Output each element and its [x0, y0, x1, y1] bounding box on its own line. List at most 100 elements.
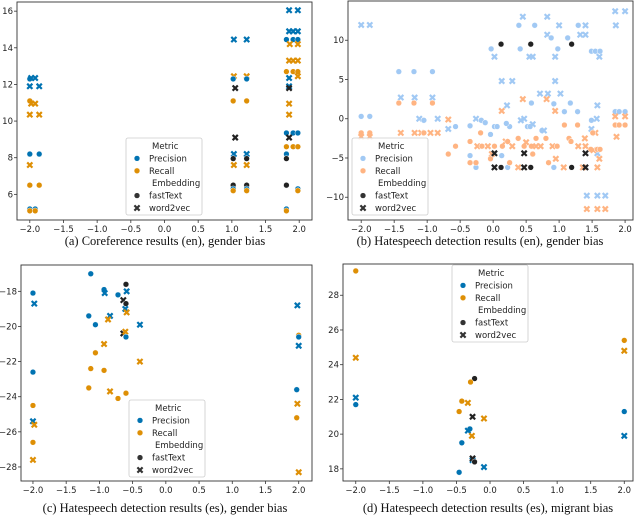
data-point-recall-fasttext	[29, 402, 37, 409]
data-point-recall-word2vec	[230, 161, 238, 169]
data-point-recall-fasttext	[429, 99, 436, 107]
y-tick-label: −22	[0, 358, 17, 368]
data-point-recall-fasttext	[230, 97, 237, 105]
data-point-unlabeled-fasttext	[497, 41, 505, 48]
legend-precision: Precision	[475, 281, 513, 291]
legend-box	[351, 137, 429, 216]
data-point-precision-fasttext	[452, 123, 459, 130]
legend-precision-marker	[359, 155, 367, 162]
data-point-recall-word2vec	[595, 155, 603, 163]
data-point-recall-word2vec	[352, 354, 360, 362]
data-point-precision-word2vec	[582, 21, 589, 29]
data-point-unlabeled-fasttext	[471, 375, 478, 382]
data-point-precision-word2vec	[620, 432, 628, 440]
data-point-precision-fasttext	[588, 117, 595, 124]
data-point-precision-fasttext	[243, 75, 250, 83]
data-point-recall-word2vec	[543, 95, 550, 103]
data-point-recall-fasttext	[466, 138, 474, 145]
data-point-recall-word2vec	[123, 309, 131, 316]
y-tick-label: −24	[0, 393, 17, 403]
x-tick-label: −1.5	[53, 225, 74, 235]
data-point-precision-word2vec	[508, 77, 516, 85]
data-point-recall-fasttext	[87, 365, 94, 372]
data-point-recall-fasttext	[506, 159, 513, 166]
data-point-recall-fasttext	[545, 159, 552, 166]
legend-word2vec: word2vec	[375, 204, 417, 214]
data-point-recall-fasttext	[36, 182, 43, 189]
data-point-precision-fasttext	[554, 45, 561, 53]
legend-recall: Recall	[375, 167, 400, 177]
data-point-unlabeled-fasttext	[122, 300, 130, 307]
data-point-recall-word2vec	[397, 129, 405, 137]
data-point-recall-fasttext	[615, 121, 623, 129]
legend-embedding-title: Embedding	[478, 306, 526, 316]
legend-metric-title: Metric	[378, 142, 405, 152]
data-point-recall-word2vec	[582, 142, 589, 150]
data-point-precision-word2vec	[31, 74, 39, 82]
legend: Metric Precision Recall Embedding fastText wo…	[451, 264, 529, 343]
data-point-precision-fasttext	[466, 152, 474, 159]
legend-word2vec-marker	[459, 331, 467, 339]
data-point-precision-word2vec	[601, 192, 609, 200]
legend-fasttext-marker	[136, 454, 144, 461]
legend-fasttext: fastText	[475, 319, 509, 329]
axes-frame	[347, 0, 634, 221]
data-point-precision-fasttext	[420, 117, 428, 124]
x-tick-label: −2.0	[19, 225, 40, 235]
axes-frame	[16, 1, 313, 221]
y-tick-label: −5	[331, 154, 344, 164]
data-point-recall-fasttext	[283, 68, 290, 75]
data-point-recall-word2vec	[551, 107, 559, 115]
data-point-precision-word2vec	[593, 192, 601, 200]
y-tick-label: 8	[8, 154, 13, 164]
data-point-recall-word2vec	[549, 142, 556, 150]
x-tick-label: 0.0	[158, 225, 172, 235]
y-tick-label: 16	[2, 7, 13, 17]
data-point-unlabeled-fasttext	[283, 155, 290, 162]
data-point-precision-word2vec	[294, 302, 301, 309]
x-tick-label: −2.0	[23, 486, 44, 496]
data-point-precision-fasttext	[550, 100, 557, 107]
data-point-precision-word2vec	[555, 21, 563, 29]
data-point-precision-fasttext	[498, 152, 505, 159]
data-point-recall-word2vec	[583, 205, 591, 213]
data-point-precision-word2vec	[491, 53, 498, 61]
data-point-recall-fasttext	[458, 397, 465, 405]
x-tick-label: −1.0	[413, 486, 434, 496]
y-tick-label: −28	[0, 463, 17, 473]
x-tick-label: −1.0	[417, 225, 438, 235]
data-point-precision-word2vec	[551, 53, 559, 61]
data-point-recall-word2vec	[285, 100, 293, 108]
data-point-recall-fasttext	[26, 182, 33, 189]
data-point-unlabeled-word2vec	[491, 164, 498, 171]
data-point-recall-fasttext	[92, 349, 99, 356]
data-point-recall-word2vec	[593, 164, 601, 171]
data-point-precision-word2vec	[536, 90, 544, 98]
data-point-unlabeled-word2vec	[231, 134, 239, 141]
data-point-precision-fasttext	[294, 36, 302, 43]
data-point-recall-fasttext	[561, 121, 568, 129]
axes-frame	[20, 264, 313, 482]
data-point-precision-word2vec	[294, 27, 302, 35]
data-point-precision-word2vec	[540, 127, 548, 134]
data-point-precision-word2vec	[611, 7, 619, 15]
x-tick-label: 0.0	[486, 225, 500, 235]
data-point-recall-fasttext	[100, 367, 108, 374]
legend-recall: Recall	[152, 429, 177, 439]
data-point-recall-fasttext	[529, 150, 536, 158]
data-point-recall-word2vec	[31, 100, 39, 108]
data-point-unlabeled-word2vec	[469, 413, 476, 421]
legend-precision: Precision	[375, 154, 413, 164]
data-point-precision-word2vec	[434, 115, 442, 123]
data-point-recall-fasttext	[294, 143, 302, 150]
data-point-recall-fasttext	[410, 99, 418, 107]
data-point-recall-fasttext	[567, 138, 575, 145]
data-point-precision-fasttext	[358, 113, 365, 120]
data-point-precision-word2vec	[444, 125, 452, 133]
x-tick-label: −1.0	[87, 225, 108, 235]
x-tick-label: −0.5	[446, 486, 467, 496]
data-point-recall-fasttext	[487, 155, 494, 162]
data-point-recall-fasttext	[542, 135, 550, 142]
y-tick-label: 24	[328, 361, 339, 371]
legend-fasttext: fastText	[149, 192, 183, 202]
